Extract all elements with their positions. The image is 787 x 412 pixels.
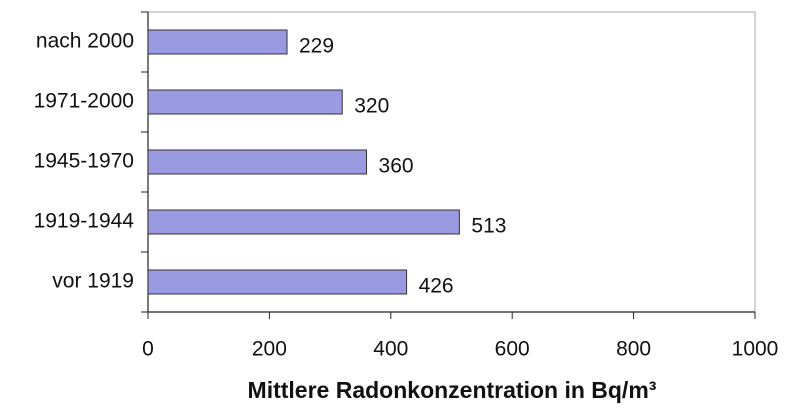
y-tick-label: nach 2000 [36, 30, 134, 53]
value-label: 513 [471, 215, 506, 238]
y-tick-label: 1945-1970 [34, 150, 134, 173]
x-tick-label: 600 [495, 338, 530, 361]
y-tick-label: 1919-1944 [34, 210, 135, 233]
x-tick-label: 0 [142, 338, 154, 361]
value-label: 360 [379, 155, 414, 178]
value-label: 320 [354, 95, 389, 118]
value-label: 426 [419, 275, 454, 298]
x-tick-label: 400 [373, 338, 408, 361]
value-label: 229 [299, 35, 334, 58]
y-tick-label: 1971-2000 [34, 90, 134, 113]
x-tick-label: 1000 [732, 338, 779, 361]
x-tick-label: 800 [616, 338, 651, 361]
y-tick-label: vor 1919 [52, 270, 134, 293]
bar [147, 89, 343, 115]
bar [147, 29, 288, 55]
bar [147, 269, 408, 295]
bar [147, 149, 368, 175]
bar [147, 209, 460, 235]
x-tick-label: 200 [252, 338, 287, 361]
x-axis-label: Mittlere Radonkonzentration in Bq/m³ [248, 377, 657, 403]
